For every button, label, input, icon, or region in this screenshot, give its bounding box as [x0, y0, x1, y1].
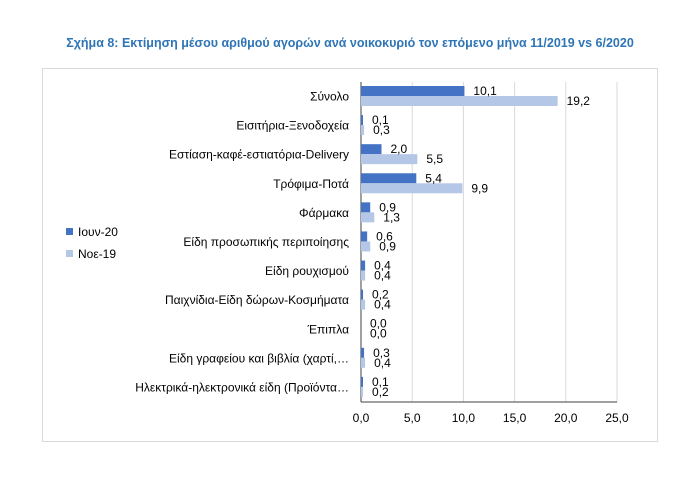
category-label: Εισιτήρια-Ξενοδοχεία	[236, 119, 349, 133]
data-label: 2,0	[390, 142, 407, 156]
category-label: Τρόφιμα-Ποτά	[273, 177, 349, 191]
bar-nov19	[361, 299, 366, 310]
category-label: Είδη γραφείου και βιβλία (χαρτί,…	[169, 351, 349, 365]
data-label: 0,4	[374, 298, 391, 312]
data-label: 0,2	[372, 385, 389, 399]
data-label: 0,1	[372, 375, 389, 389]
category-label: Παιχνίδια-Είδη δώρων-Κοσμήματα	[165, 293, 349, 307]
x-tick-label: 20,0	[554, 411, 578, 425]
data-label: 0,0	[370, 327, 387, 341]
data-label: 0,9	[379, 200, 396, 214]
x-tick-label: 10,0	[452, 411, 476, 425]
bar-nov19	[361, 386, 364, 397]
bar-jun20	[361, 260, 366, 271]
data-label: 0,2	[372, 288, 389, 302]
legend-swatch	[66, 228, 73, 235]
bar-jun20	[361, 289, 364, 300]
data-label: 0,4	[374, 356, 391, 370]
data-label: 0,4	[374, 269, 391, 283]
bar-jun20	[361, 347, 365, 358]
data-label: 0,3	[373, 123, 390, 137]
x-tick-label: 0,0	[353, 411, 370, 425]
bar-nov19	[361, 154, 418, 165]
bar-jun20	[361, 202, 371, 213]
legend-label: Ιουν-20	[78, 225, 118, 239]
data-label: 9,9	[471, 181, 488, 195]
bar-nov19	[361, 357, 366, 368]
category-label: Εστίαση-καφέ-εστιατόρια-Delivery	[169, 148, 349, 162]
bar-nov19	[361, 183, 463, 194]
bar-jun20	[361, 376, 363, 387]
data-label: 0,3	[373, 346, 390, 360]
legend-label: Νοε-19	[78, 247, 116, 261]
data-label: 5,5	[426, 152, 443, 166]
bar-jun20	[361, 231, 368, 242]
category-label: Είδη προσωπικής περιποίησης	[183, 235, 349, 249]
x-tick-label: 5,0	[404, 411, 421, 425]
data-label: 19,2	[567, 94, 591, 108]
bar-nov19	[361, 96, 558, 106]
legend-swatch	[66, 250, 73, 257]
category-label: Έπιπλα	[307, 322, 349, 336]
bar-nov19	[361, 241, 371, 252]
bar-nov19	[361, 270, 366, 281]
data-label: 5,4	[425, 171, 442, 185]
category-label: Φάρμακα	[299, 206, 349, 220]
bar-jun20	[361, 86, 465, 96]
chart-frame	[42, 68, 658, 442]
bar-nov19	[361, 212, 375, 223]
data-label: 0,6	[376, 229, 393, 243]
data-label: 0,1	[372, 113, 389, 127]
data-label: 0,0	[370, 317, 387, 331]
bar-jun20	[361, 173, 417, 184]
x-tick-label: 25,0	[605, 411, 629, 425]
data-label: 1,3	[383, 210, 400, 224]
bar-jun20	[361, 144, 382, 155]
category-label: Ηλεκτρικά-ηλεκτρονικά είδη (Προϊόντα…	[135, 380, 349, 394]
data-label: 0,4	[374, 259, 391, 273]
chart-title: Σχήμα 8: Εκτίμηση μέσου αριθμού αγορών α…	[66, 36, 634, 50]
data-label: 10,1	[473, 84, 497, 98]
category-label: Σύνολο	[310, 90, 349, 104]
bar-jun20	[361, 115, 363, 126]
bar-nov19	[361, 125, 365, 136]
data-label: 0,9	[379, 239, 396, 253]
x-tick-label: 15,0	[503, 411, 527, 425]
category-label: Είδη ρουχισμού	[265, 264, 349, 278]
